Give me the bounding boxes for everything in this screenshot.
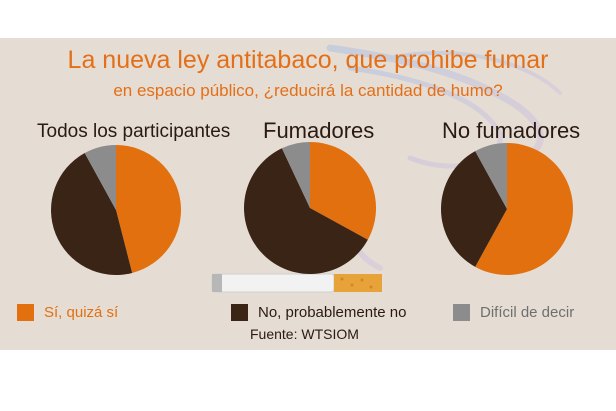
legend-swatch-hard <box>453 303 470 321</box>
legend-item-no: No, probablemente no <box>231 302 406 322</box>
pie-2-slice-hard <box>475 143 507 209</box>
pie-0-slice-yes <box>116 145 182 273</box>
pie-2-slice-no <box>440 151 507 267</box>
pie-label-fumadores: Fumadores <box>263 118 375 143</box>
pie-2-slice-yes <box>475 143 573 275</box>
chart-panel: La nueva ley antitabaco, que prohibe fum… <box>0 38 616 350</box>
legend-label-no: No, probablemente no <box>258 303 407 321</box>
pie-1-slice-hard <box>281 142 310 208</box>
pie-1-slice-yes <box>310 142 377 240</box>
legend-swatch-no <box>231 303 248 321</box>
legend-swatch-yes <box>17 303 34 321</box>
legend-label-yes: Sí, quizá sí <box>44 303 119 321</box>
pie-label-no-fumadores: No fumadores <box>442 118 581 143</box>
legend-item-yes: Sí, quizá sí <box>17 302 118 322</box>
pie-1-slice-no <box>244 148 368 274</box>
pie-charts <box>51 142 573 275</box>
pie-0-slice-hard <box>84 145 116 210</box>
legend-label-hard: Difícil de decir <box>480 303 575 321</box>
source-note: Fuente: WTSIOM <box>250 326 359 342</box>
legend-item-hard: Difícil de decir <box>453 302 574 322</box>
chart-title: La nueva ley antitabaco, que prohibe fum… <box>67 46 549 74</box>
pie-0-slice-no <box>51 153 133 275</box>
chart-subtitle: en espacio público, ¿reducirá la cantida… <box>113 81 503 100</box>
pie-label-todos: Todos los participantes <box>37 121 231 142</box>
